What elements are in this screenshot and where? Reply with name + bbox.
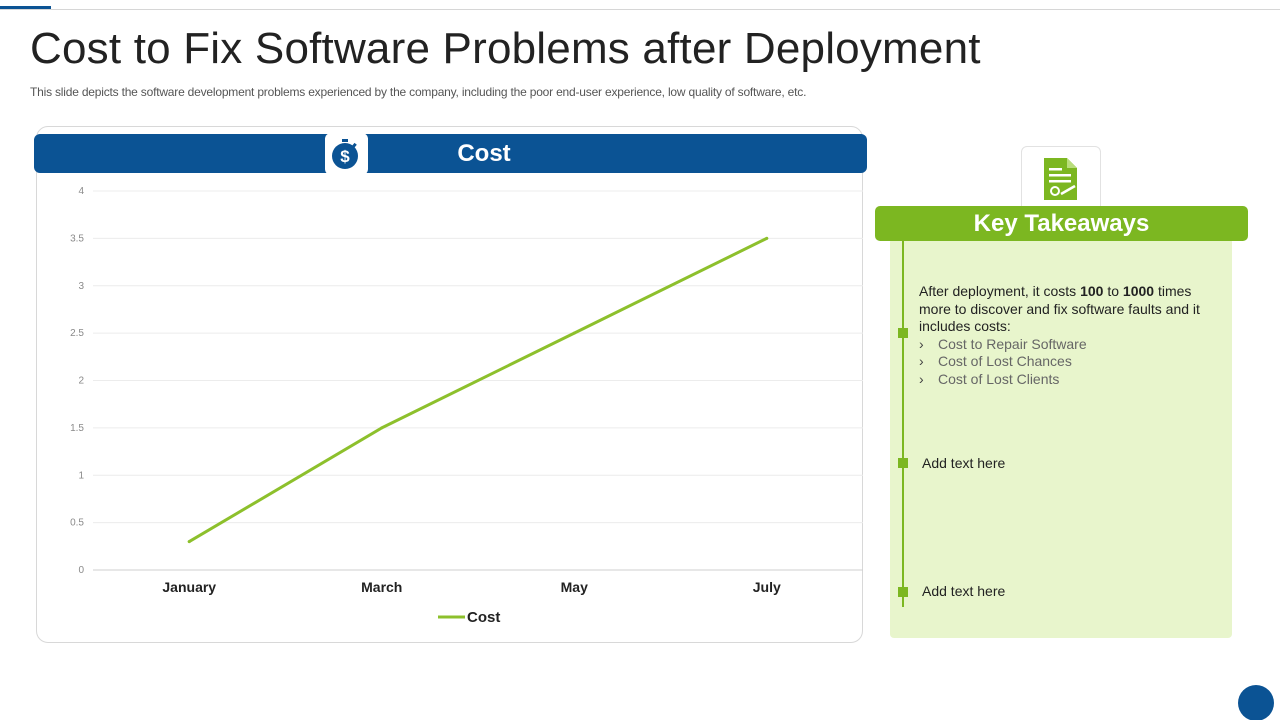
takeaway-text: After deployment, it costs [919, 283, 1081, 299]
y-tick-label: 1 [78, 470, 84, 481]
timeline-bullet [898, 328, 908, 338]
x-tick-label: May [561, 579, 588, 595]
series-line-cost [187, 236, 769, 544]
slide-title: Cost to Fix Software Problems after Depl… [30, 24, 981, 73]
x-tick-label: March [361, 579, 402, 595]
takeaway-subitem: Cost of Lost Chances [919, 353, 1219, 371]
line-chart: 0 0.5 1 1.5 2 2.5 3 3.5 4 January March May July Cost [70, 186, 863, 626]
legend-label: Cost [467, 609, 500, 626]
data-point [380, 426, 384, 430]
takeaway-item-2: Add text here [922, 455, 1006, 471]
chart-header: Cost [34, 134, 867, 173]
takeaway-text: to [1103, 283, 1123, 299]
corner-dot [1238, 685, 1274, 720]
y-tick-label: 0.5 [70, 518, 84, 529]
x-tick-label: January [162, 579, 216, 595]
timeline-bullet [898, 458, 908, 468]
top-rule [0, 9, 1280, 10]
data-point [187, 540, 191, 544]
takeaway-bold-value: 100 [1080, 283, 1104, 299]
dollar-stopwatch-icon: $ [325, 133, 368, 175]
x-tick-label: July [753, 579, 781, 595]
takeaway-sublist: Cost to Repair Software Cost of Lost Cha… [919, 336, 1219, 389]
svg-text:$: $ [340, 147, 350, 166]
chart-card [36, 126, 863, 643]
takeaway-subitem: Cost to Repair Software [919, 336, 1219, 354]
takeaway-panel [890, 238, 1232, 638]
data-point [572, 331, 576, 335]
top-accent-bar [0, 6, 51, 10]
y-tick-label: 1.5 [70, 423, 84, 434]
document-certificate-icon [1044, 158, 1077, 200]
takeaway-bold-value: 1000 [1122, 283, 1155, 299]
timeline-line [902, 241, 904, 607]
takeaway-header: Key Takeaways [875, 206, 1248, 241]
data-point [765, 236, 769, 240]
takeaway-subitem: Cost of Lost Clients [919, 371, 1219, 389]
takeaway-icon-box [1021, 146, 1101, 212]
slide-subtitle: This slide depicts the software developm… [30, 85, 807, 99]
takeaway-text: times more to discover and fix software … [919, 283, 1200, 334]
y-tick-label: 2 [78, 376, 84, 387]
y-tick-label: 2.5 [70, 328, 84, 339]
takeaway-item-1: After deployment, it costs 100 to 1000 t… [919, 283, 1219, 388]
chart-header-label: Cost [457, 140, 511, 167]
takeaway-item-3: Add text here [922, 583, 1006, 599]
y-tick-label: 0 [78, 565, 84, 576]
y-tick-label: 4 [78, 186, 84, 197]
y-tick-label: 3.5 [70, 233, 84, 244]
timeline-bullet [898, 587, 908, 597]
y-tick-label: 3 [78, 281, 84, 292]
